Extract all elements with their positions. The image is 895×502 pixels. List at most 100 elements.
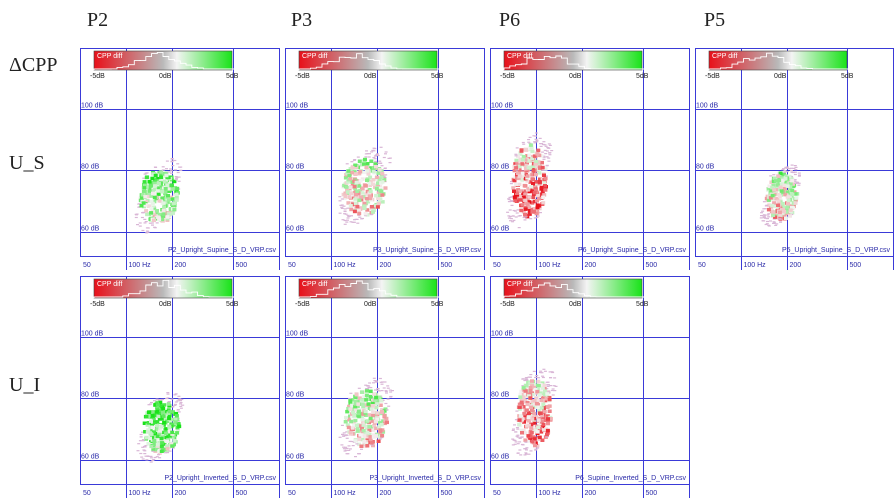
contour-dash [374,389,377,391]
heatmap-cell [385,420,389,425]
heatmap-cell [364,165,369,170]
contour-dash [342,435,346,437]
heatmap-cell [350,170,354,175]
contour-dash [343,450,347,452]
heatmap-cell [528,186,533,191]
heatmap-cell [520,203,525,207]
y-tick-label: 100 dB [286,103,309,110]
contour-dash [372,377,376,379]
contour-dash [348,448,352,450]
heatmap-cell [354,165,359,169]
contour-dash [174,178,178,180]
colorbar-label: CPP diff [507,281,532,288]
heatmap-cell [360,417,365,422]
heatmap-cell [525,424,530,428]
heatmap-cell [368,175,373,180]
heatmap-cell [368,189,373,194]
contour-dash [346,219,349,221]
contour-dash [340,198,344,200]
heatmap-cell [383,418,388,423]
heatmap-cell [782,210,786,214]
heatmap-cell [151,410,156,414]
contour-dash [767,216,771,218]
colorbar-tick-label: -5dB [705,73,720,80]
heatmap-cell [535,193,540,198]
heatmap-cell [786,195,791,199]
heatmap-cell [166,402,171,406]
contour-dash [376,153,379,155]
contour-dash [548,152,552,154]
contour-dash [139,452,143,455]
heatmap-cell [161,439,166,443]
heatmap-cell [146,410,151,415]
heatmap-cell [530,189,535,193]
contour-dash [547,384,550,386]
heatmap-cell [161,172,166,176]
contour-dash [535,375,539,377]
heatmap-cell [164,429,168,433]
heatmap-cell [161,201,166,205]
contour-dash [523,454,527,456]
heatmap-cell [161,430,166,435]
heatmap-cell [793,192,798,196]
heatmap-cell [542,383,547,387]
contour-dash [372,382,375,384]
contour-dash [173,394,177,396]
contour-dash [163,452,167,454]
heatmap-cell [785,207,790,211]
heatmap-cell [547,395,552,400]
heatmap-cell [543,398,548,403]
colorbar-label: CPP diff [97,281,122,288]
heatmap-cell [528,180,533,184]
heatmap-cell [785,190,790,195]
contour-dash [173,159,177,162]
heatmap-cell [153,187,158,192]
heatmap-cell [541,424,546,429]
heatmap-cell [373,162,378,166]
heatmap-cell [353,407,358,412]
contour-dash [515,435,519,437]
heatmap-cell [523,198,528,203]
contour-dash [766,214,770,216]
heatmap-cell [534,396,539,400]
heatmap-cell [149,211,154,215]
heatmap-cell [525,176,530,180]
column-header-p6: P6 [499,9,521,31]
heatmap-cell [148,436,152,441]
heatmap-cell [525,179,530,183]
x-tick-label: 500 [646,490,658,497]
heatmap-cell [359,206,364,210]
heatmap-cell [369,425,374,429]
heatmap-cell [153,173,158,178]
contour-dash [513,424,516,426]
contour-dash [766,220,769,223]
heatmap-cell [145,193,150,197]
contour-dash [524,216,528,218]
heatmap-cell [766,207,771,212]
heatmap-cell [523,167,528,171]
colorbar-tick-label: 0dB [569,73,582,80]
heatmap-cell [370,400,375,405]
heatmap-cell [776,174,781,178]
contour-dash [170,170,173,172]
heatmap-cell [368,394,373,399]
colorbar-tick-label: 5dB [226,73,239,80]
heatmap-cell [361,412,366,416]
contour-dash [139,433,143,436]
contour-dash [507,215,511,217]
contour-dash [177,395,181,397]
heatmap-cell [366,402,371,406]
heatmap-cell [791,184,796,189]
heatmap-cell [144,435,149,440]
heatmap-cell [148,425,153,429]
heatmap-cell [375,205,380,209]
heatmap-cell [158,187,162,192]
heatmap-cell [530,201,535,205]
heatmap-cell [356,208,361,213]
contour-dash [515,212,519,214]
contour-dash [179,403,182,405]
heatmap-cell [355,405,360,409]
contour-dash [507,198,511,200]
y-tick-label: 100 dB [491,331,514,338]
contour-dash [532,370,536,372]
